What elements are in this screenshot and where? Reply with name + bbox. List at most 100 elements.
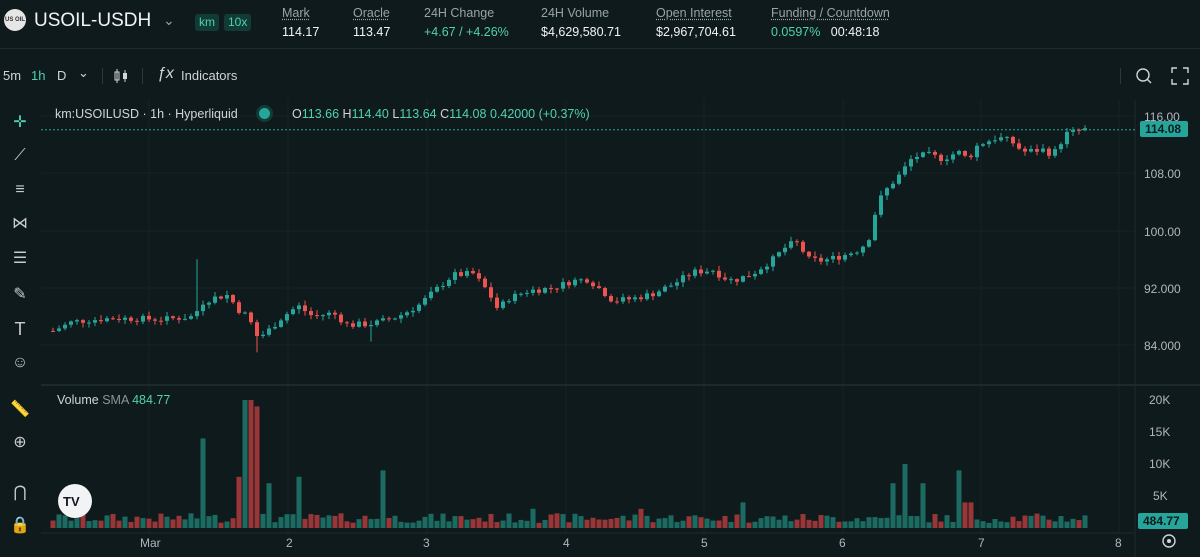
candle-body: [123, 317, 127, 320]
volume-bar: [254, 406, 260, 528]
volume-bar: [992, 519, 998, 528]
timeframe-5m[interactable]: 5m: [3, 68, 22, 83]
volume-bar: [590, 517, 596, 528]
candle-body: [219, 296, 223, 299]
zoom-in-icon[interactable]: ⊕: [13, 434, 27, 451]
svg-text:TV: TV: [63, 494, 80, 509]
candle-body: [831, 256, 835, 260]
volume-bar: [386, 517, 392, 528]
volume-bar: [116, 520, 122, 528]
candle-body: [621, 297, 625, 302]
volume-bar: [470, 519, 476, 528]
volume-stat: 24H Volume $4,629,580.71: [541, 6, 621, 39]
volume-bar: [602, 519, 608, 528]
time-axis: Mar 2 3 4 5 6 7 8: [140, 536, 1122, 550]
candle-body: [189, 316, 193, 319]
candle-body: [1017, 143, 1021, 149]
legend-title: km:USOILUSD · 1h · Hyperliquid: [55, 107, 238, 121]
volume-bar: [170, 519, 176, 528]
volume-bar: [674, 522, 680, 528]
volume-bar: [662, 518, 668, 528]
horizontal-lines-icon[interactable]: ≡: [15, 181, 25, 198]
candle-body: [411, 310, 415, 313]
settings-icon[interactable]: [1162, 534, 1176, 548]
tradingview-logo[interactable]: TV: [58, 484, 92, 518]
crosshair-icon[interactable]: ✛: [13, 114, 27, 131]
lock-icon[interactable]: 🔒: [10, 517, 30, 534]
candle-body: [69, 321, 73, 325]
candle-body: [657, 291, 661, 297]
candle-body: [555, 288, 559, 290]
volume-bar: [332, 515, 338, 528]
candle-body: [1005, 136, 1009, 138]
leverage-badge[interactable]: 10x: [224, 14, 252, 31]
volume-bar: [824, 515, 830, 528]
volume-bar: [422, 516, 428, 528]
trend-line-icon[interactable]: ⟋: [14, 147, 26, 164]
candle-body: [741, 276, 745, 282]
fib-icon[interactable]: ☰: [12, 250, 28, 267]
volume-bar: [962, 502, 968, 528]
candle-body: [327, 312, 331, 316]
market-symbol[interactable]: USOIL-USDH: [34, 10, 152, 31]
candle-body: [129, 317, 133, 321]
volume-bar: [842, 521, 848, 528]
screenshot-icon[interactable]: [1135, 67, 1153, 85]
toolbar-divider: [142, 68, 143, 84]
volume-bar: [80, 513, 86, 528]
candle-body: [747, 276, 751, 278]
indicators-button[interactable]: Indicators: [181, 68, 238, 83]
volume-bar: [512, 522, 518, 528]
ohlc-legend: O113.66 H114.40 L113.64 C114.08 0.42000 …: [292, 107, 590, 121]
brush-icon[interactable]: ✎: [13, 286, 27, 303]
emoji-icon[interactable]: ☺: [11, 354, 29, 371]
candle-body: [735, 279, 739, 282]
volume-bar: [1046, 519, 1052, 528]
candle-body: [93, 320, 97, 323]
volume-bar: [164, 516, 170, 528]
candle-body: [783, 247, 787, 253]
candle-body: [615, 301, 619, 303]
candle-body: [981, 144, 985, 146]
pattern-icon[interactable]: ⋈: [12, 215, 28, 232]
volume-bar: [146, 518, 152, 528]
timeframe-1h[interactable]: 1h: [31, 68, 46, 83]
volume-bar: [362, 515, 368, 528]
volume-bar: [308, 514, 314, 528]
change-stat: 24H Change +4.67 / +4.26%: [424, 6, 509, 39]
volume-bar: [782, 515, 788, 528]
chevron-down-icon[interactable]: ⌄: [78, 65, 89, 80]
price-chart[interactable]: 116.00 108.00 100.00 92.000 84.000 114.0…: [41, 100, 1200, 557]
timeframe-d[interactable]: D: [57, 68, 67, 83]
volume-bar: [776, 519, 782, 528]
price-tick: 92.000: [1144, 282, 1181, 296]
candle-body: [231, 295, 235, 303]
magnet-icon[interactable]: ⋂: [13, 484, 27, 501]
usoil-logo: US OIL: [4, 9, 26, 31]
chevron-down-icon[interactable]: ⌄: [163, 12, 175, 28]
indicators-icon[interactable]: ƒx: [157, 65, 174, 82]
candle-body: [993, 140, 997, 142]
candle-body: [531, 289, 535, 293]
candles-icon[interactable]: [113, 68, 129, 84]
volume-bar: [812, 520, 818, 528]
volume-bar: [398, 521, 404, 528]
candle-body: [837, 256, 841, 260]
volume-bar: [620, 515, 626, 528]
ruler-icon[interactable]: 📏: [10, 401, 30, 418]
candle-body: [1077, 129, 1081, 131]
volume-bar: [206, 516, 212, 528]
candle-body: [1011, 136, 1015, 144]
candle-body: [705, 271, 709, 274]
time-tick: Mar: [140, 536, 161, 550]
volume-bar: [344, 521, 350, 528]
candle-body: [447, 279, 451, 286]
volume-bar: [176, 515, 182, 528]
volume-bar: [134, 516, 140, 528]
volume-bar: [506, 513, 512, 528]
volume-bar: [230, 518, 236, 528]
fullscreen-icon[interactable]: [1171, 67, 1189, 85]
price-tick: 108.00: [1144, 167, 1181, 181]
candle-body: [645, 293, 649, 300]
text-icon[interactable]: T: [14, 319, 26, 339]
